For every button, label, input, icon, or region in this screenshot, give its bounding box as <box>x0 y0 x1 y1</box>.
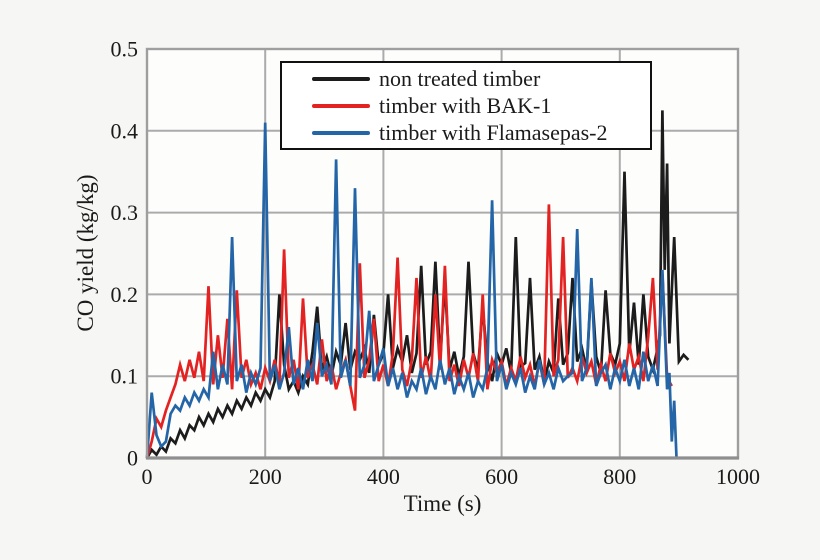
legend-label: non treated timber <box>379 65 541 91</box>
y-tick-label: 0 <box>127 446 138 471</box>
legend-item: non treated timber <box>312 66 650 92</box>
x-tick-label: 0 <box>142 464 153 489</box>
x-tick-label: 800 <box>603 464 636 489</box>
legend: non treated timber timber with BAK-1 tim… <box>280 61 652 150</box>
legend-line-swatch-black <box>312 76 370 81</box>
y-tick-label: 0.5 <box>111 37 139 62</box>
y-tick-label: 0.4 <box>111 118 139 143</box>
y-tick-label: 0.2 <box>111 282 139 307</box>
legend-label: timber with Flamasepas-2 <box>379 119 608 145</box>
y-tick-label: 0.3 <box>111 200 139 225</box>
y-tick-label: 0.1 <box>111 364 139 389</box>
x-tick-label: 1000 <box>716 464 760 489</box>
x-tick-label: 400 <box>367 464 400 489</box>
legend-line-swatch-red <box>312 103 370 108</box>
x-axis-title: Time (s) <box>403 491 482 516</box>
x-tick-label: 200 <box>249 464 282 489</box>
series-line-non-treated-timber <box>145 110 690 459</box>
series-line-timber-with-flamasepas-2 <box>145 122 678 459</box>
x-tick-label: 600 <box>485 464 518 489</box>
legend-item: timber with Flamasepas-2 <box>312 120 650 146</box>
legend-label: timber with BAK-1 <box>379 92 552 118</box>
y-axis-title: CO yield (kg/kg) <box>73 174 98 332</box>
legend-line-swatch-blue <box>312 130 370 135</box>
legend-item: timber with BAK-1 <box>312 93 650 119</box>
